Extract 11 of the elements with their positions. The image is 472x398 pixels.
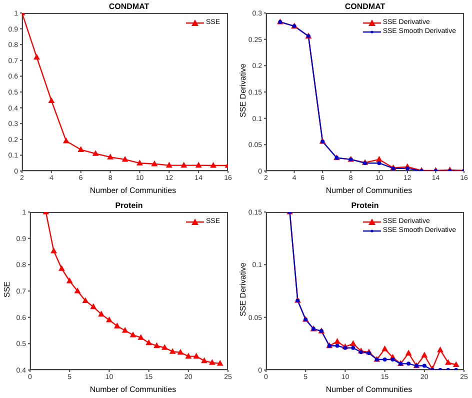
chart-title: CONDMAT	[344, 2, 386, 11]
x-axis-title: Number of Communities	[324, 186, 414, 195]
y-axis-title: SSE Derivative	[238, 63, 248, 117]
y-axis-title: SSE Derivative	[238, 262, 248, 316]
chart-title: CONDMAT	[108, 2, 150, 11]
chart-title: Protein	[114, 201, 144, 210]
chart-title: Protein	[350, 201, 380, 210]
y-axis-title: SSE	[2, 280, 12, 298]
x-axis-title: Number of Communities	[88, 385, 178, 394]
x-axis-title: Number of Communities	[88, 186, 178, 195]
x-axis-title: Number of Communities	[324, 385, 414, 394]
